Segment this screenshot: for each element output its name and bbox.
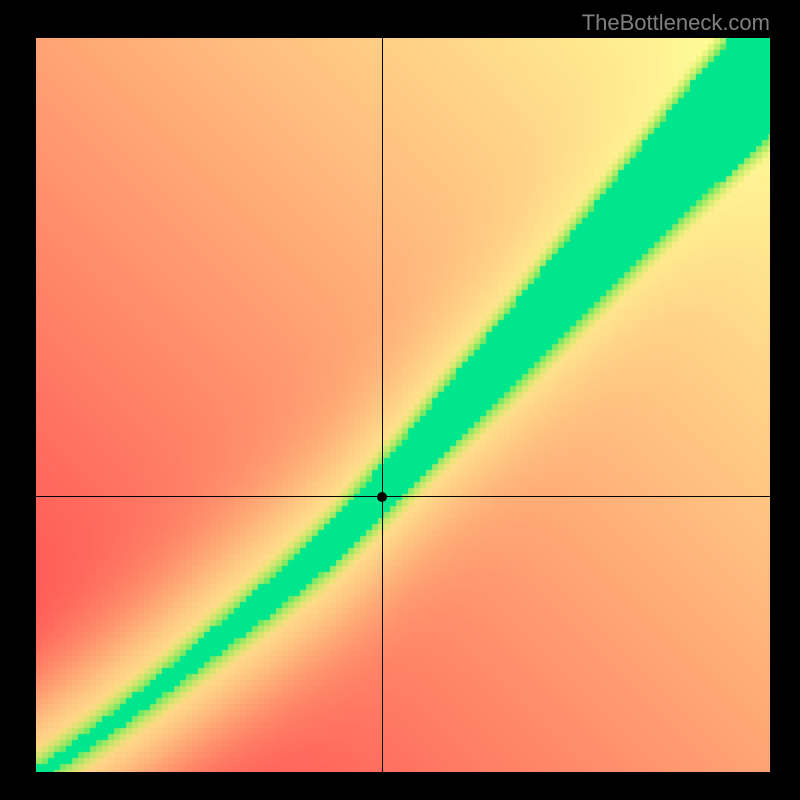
heatmap-plot <box>36 38 770 772</box>
crosshair-marker-dot <box>377 492 387 502</box>
heatmap-canvas <box>36 38 770 772</box>
chart-frame: TheBottleneck.com <box>0 0 800 800</box>
crosshair-vertical <box>382 38 383 772</box>
watermark-text: TheBottleneck.com <box>582 10 770 36</box>
crosshair-horizontal <box>36 496 770 497</box>
